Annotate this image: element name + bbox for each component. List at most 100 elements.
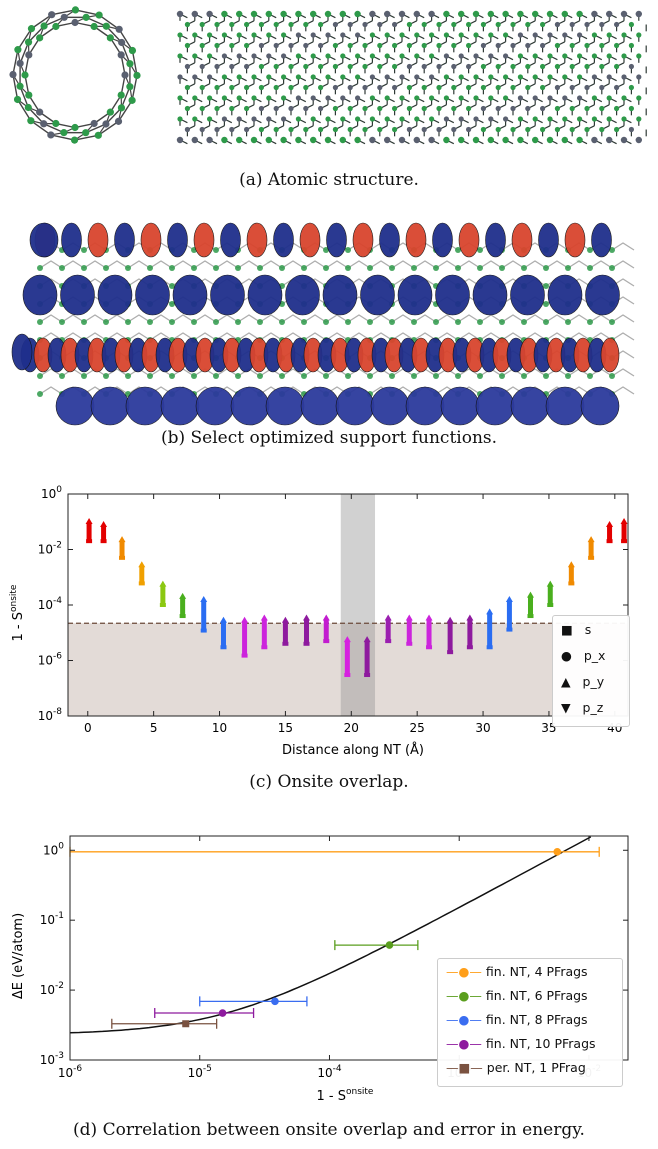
bond (567, 314, 591, 323)
bond (149, 314, 173, 323)
atom (451, 21, 457, 28)
atom (480, 84, 486, 91)
atom (345, 373, 351, 379)
chart-d-xlabel: 1 - Sonsite (317, 1087, 374, 1104)
atom (325, 116, 331, 122)
atom (421, 42, 427, 49)
atom (257, 319, 263, 325)
orbital-lobe (246, 222, 268, 258)
atom (421, 21, 427, 28)
atom (266, 74, 272, 80)
data-point-group (180, 597, 186, 617)
atom (577, 116, 583, 122)
atom (229, 84, 235, 91)
atom (609, 319, 615, 325)
bond (611, 260, 635, 269)
atom (9, 70, 17, 79)
atom (81, 247, 87, 253)
atom (199, 126, 205, 133)
atom (377, 42, 383, 49)
data-point-group (527, 596, 533, 617)
bond (611, 386, 635, 395)
atom (540, 63, 546, 70)
atom (411, 265, 417, 271)
atom (392, 126, 398, 133)
atom (554, 105, 561, 112)
legend-label: fin. NT, 6 PFrags (481, 988, 588, 1003)
orbital-lobe (210, 274, 245, 316)
py-marker (466, 614, 474, 621)
atom (384, 53, 390, 59)
atom (147, 265, 153, 271)
atom (184, 63, 190, 70)
bond (117, 99, 133, 122)
atom (562, 32, 568, 38)
s-marker (86, 539, 93, 544)
atom (199, 105, 205, 112)
bond (61, 332, 85, 341)
atom (117, 104, 126, 112)
atom (192, 53, 198, 59)
atom (543, 373, 549, 379)
atom (324, 10, 332, 18)
bond (611, 242, 635, 251)
atom (37, 265, 43, 271)
atom (628, 21, 635, 28)
atom (27, 25, 36, 33)
atom (547, 53, 553, 59)
atom (355, 32, 361, 38)
atom (192, 32, 198, 38)
orbital-lobe (458, 222, 480, 258)
circle-marker-icon: ● (561, 648, 572, 663)
atom (606, 95, 612, 101)
atom (576, 10, 583, 18)
square-marker-icon: —■— (446, 1060, 483, 1075)
y-tick-label: 100 (43, 841, 64, 857)
atom (207, 74, 213, 80)
chart-c-ylabel: 1 - Sonsite (9, 584, 26, 641)
bond (369, 314, 393, 323)
py-marker (138, 561, 146, 568)
orbital-lobe (11, 333, 33, 371)
atom (221, 95, 227, 101)
orbital-lobe (432, 222, 453, 258)
x-tick-label: 10-6 (58, 1064, 83, 1080)
bond (435, 314, 459, 323)
atom (628, 84, 635, 91)
atom (310, 95, 316, 101)
atom (451, 84, 457, 91)
bond (523, 332, 547, 341)
x-tick-label: 10-4 (317, 1064, 342, 1080)
atom (345, 265, 351, 271)
atom (577, 53, 583, 59)
atom (37, 319, 43, 325)
circle-marker-icon: —●— (446, 1012, 482, 1027)
atom (266, 32, 272, 38)
legend-label: fin. NT, 8 PFrags (481, 1012, 588, 1027)
atom (191, 265, 197, 271)
atom (609, 373, 615, 379)
atom (369, 53, 375, 59)
atom (339, 10, 346, 18)
atom (473, 74, 479, 80)
atom (355, 74, 361, 80)
atom (599, 63, 605, 70)
atom (273, 84, 279, 91)
atom (177, 32, 183, 38)
atom (362, 126, 368, 133)
atom (60, 129, 68, 137)
atom (414, 95, 420, 101)
atom (562, 116, 568, 122)
atom (562, 53, 568, 59)
atom (177, 116, 183, 122)
legend-label-s: s (584, 622, 592, 637)
bond (120, 86, 131, 109)
data-point-group (607, 526, 613, 542)
atom (546, 10, 554, 18)
atom (362, 105, 368, 112)
py-marker (118, 536, 126, 543)
orbital-lobe (405, 386, 445, 426)
orbital-lobe (220, 222, 241, 258)
atom (455, 319, 461, 325)
atom (288, 126, 294, 133)
